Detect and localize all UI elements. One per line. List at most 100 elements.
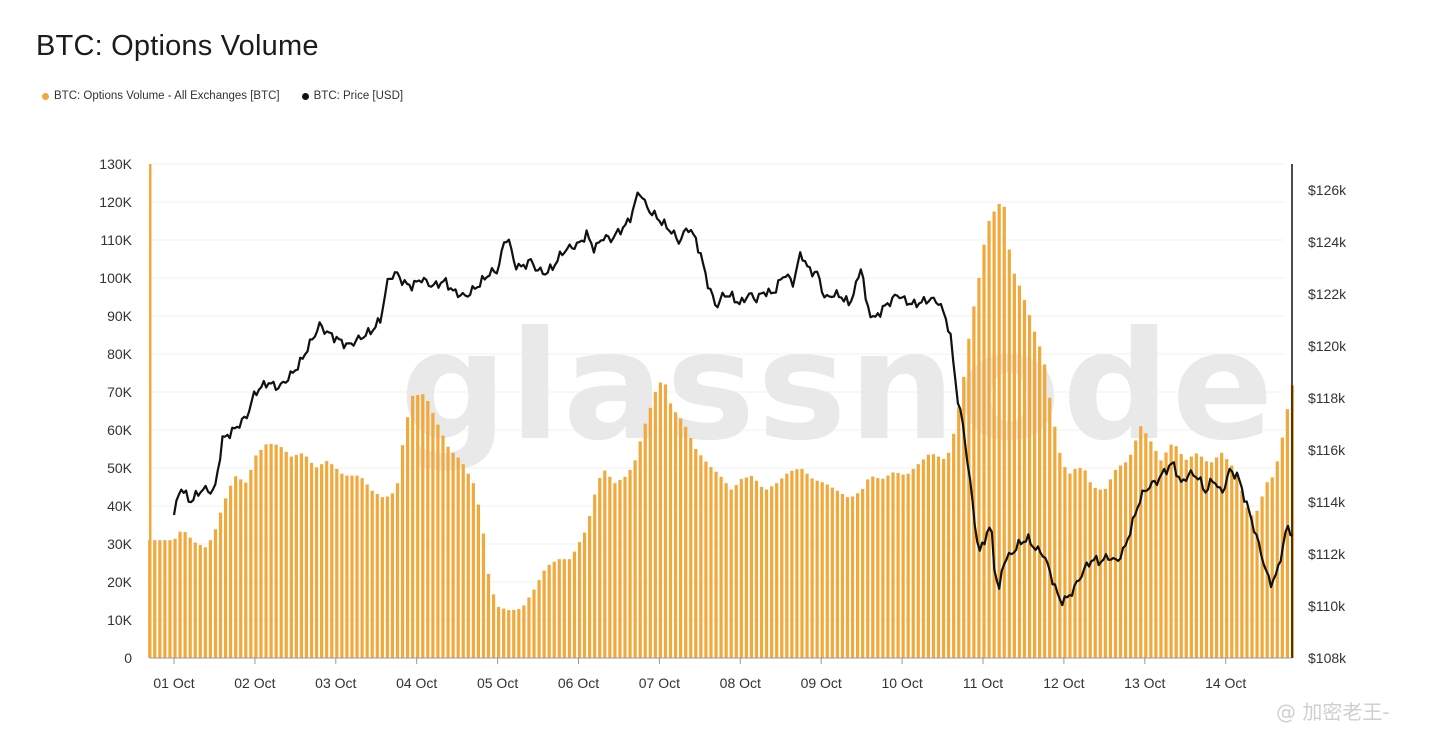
volume-bar [739,479,743,658]
x-tick-label: 09 Oct [801,675,842,691]
volume-bar [936,456,941,658]
volume-bar [476,504,480,658]
credit-watermark: @ 加密老王- [1276,700,1390,724]
volume-bar [168,540,172,658]
volume-bar [567,559,571,658]
volume-bar [1053,426,1057,658]
volume-bar [856,493,860,658]
volume-bar [507,610,511,658]
left-tick-label: 40K [107,498,133,514]
volume-bar [729,489,733,658]
volume-bar [770,486,774,658]
volume-bar [1285,409,1289,658]
volume-bar [921,459,925,658]
right-tick-label: $112k [1308,546,1346,562]
left-tick-label: 10K [107,612,133,628]
volume-bar [1063,467,1067,658]
right-tick-label: $124k [1308,234,1347,250]
volume-bar [967,338,971,658]
volume-bar [714,471,718,658]
volume-bar [239,479,243,658]
page-title: BTC: Options Volume [36,30,319,62]
volume-bar [421,394,425,658]
volume-bar [234,476,238,658]
volume-bar [198,544,202,658]
volume-bar [997,203,1001,658]
right-axis-ticks: $108k $110k $112k $114k $116k $118k $120k $122k… [1308,182,1347,666]
volume-bar [502,608,506,658]
volume-bar [1189,456,1193,658]
volume-bar [441,435,445,658]
volume-bar [1164,452,1168,658]
volume-bar [977,278,981,658]
volume-bar [992,211,996,658]
volume-bar [527,597,531,658]
volume-bar [562,559,566,658]
volume-bar [1199,456,1204,658]
volume-bar [370,490,374,658]
volume-bar [694,449,698,658]
volume-bar [446,446,450,658]
volume-bar [173,538,177,658]
volume-bar [1204,461,1209,658]
volume-bar [588,515,592,658]
volume-bar [1149,441,1153,658]
volume-bar [957,407,961,658]
volume-bar [542,570,546,658]
gridlines [150,163,1284,659]
volume-bar [208,540,213,658]
left-tick-label: 130K [99,156,132,172]
volume-bar [1048,397,1052,658]
volume-bar [512,609,516,658]
volume-bar [881,478,885,658]
volume-bar [557,559,561,658]
volume-bar [653,392,657,658]
legend-item-options-volume[interactable]: BTC: Options Volume - All Exchanges [BTC… [42,90,280,102]
right-tick-label: $116k [1308,442,1346,458]
volume-bar [279,447,283,658]
right-tick-label: $122k [1308,286,1347,302]
volume-bar [699,455,703,658]
volume-bar [289,456,293,658]
volume-bar [436,424,440,658]
volume-bar [916,464,920,658]
x-tick-label: 13 Oct [1124,675,1165,691]
volume-bar [223,498,228,658]
volume-bar [886,475,890,658]
volume-bar [891,472,895,658]
volume-bar [648,407,652,658]
volume-bar [183,532,187,658]
volume-bar [314,467,319,658]
x-tick-label: 14 Oct [1205,675,1246,691]
volume-bar [618,480,622,658]
volume-bar [350,475,354,658]
volume-bar [1154,450,1158,658]
right-tick-label: $110k [1308,598,1346,614]
volume-bar [552,561,556,658]
volume-bar [643,423,647,658]
volume-bar [633,460,637,658]
volume-bar [522,605,526,658]
legend-item-price[interactable]: BTC: Price [USD] [301,90,403,102]
volume-bar [203,547,207,658]
volume-bar [805,473,809,658]
volume-bar [1184,459,1188,658]
left-tick-label: 70K [107,384,133,400]
volume-bar [532,589,536,658]
volume-bar [405,417,410,658]
volume-bar [1240,490,1244,658]
volume-bar [466,473,470,658]
volume-bar [861,488,865,658]
volume-bar [941,458,946,658]
volume-bar [1088,482,1092,658]
legend-label-options-volume: BTC: Options Volume - All Exchanges [BTC… [54,90,280,102]
volume-bar [335,468,339,658]
volume-bar [274,444,278,658]
left-tick-label: 80K [107,346,133,362]
legend-dot-options-volume [42,92,49,100]
volume-bar [679,418,683,658]
volume-bar [304,456,309,658]
volume-bar [193,542,197,658]
right-tick-label: $114k [1308,494,1346,510]
